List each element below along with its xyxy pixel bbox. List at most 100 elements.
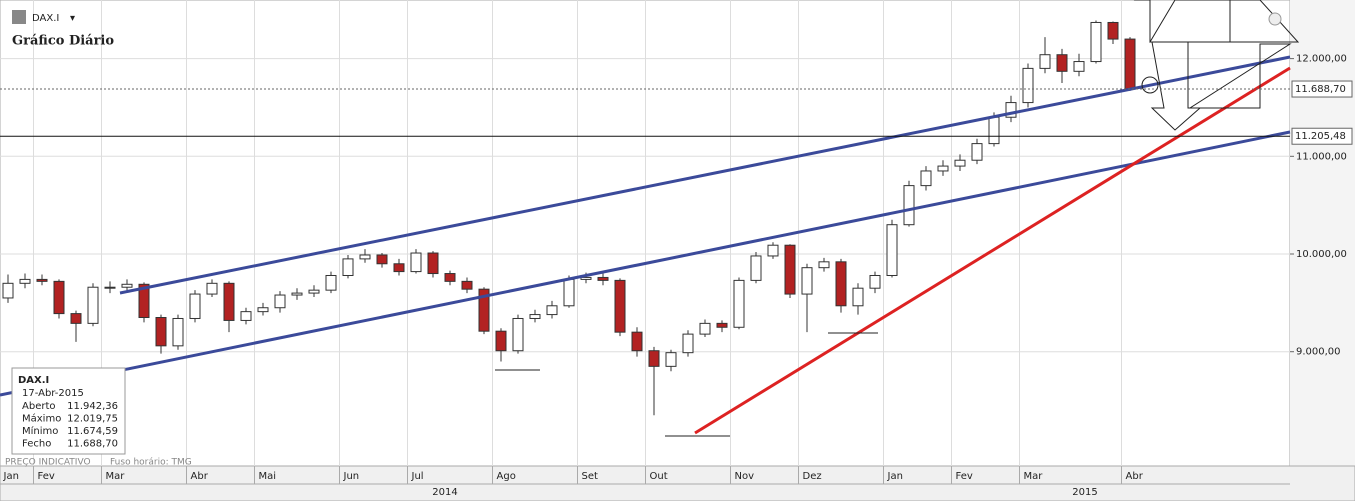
symbol-title[interactable]: DAX.I — [32, 13, 59, 24]
candle-body — [546, 305, 558, 316]
candle-body — [699, 322, 711, 335]
info-rows: Aberto 11.942,36 Máximo 12.019,75 Mínimo 11.6… — [22, 401, 118, 450]
candle-body — [1090, 21, 1102, 63]
candle-body — [427, 252, 439, 275]
candle-body — [597, 276, 609, 281]
info-box — [11, 367, 126, 455]
candle-body — [648, 350, 660, 367]
candle-body — [903, 185, 915, 226]
marker-circle — [1141, 76, 1159, 94]
candle-body — [461, 280, 473, 290]
info-value: 11.688,70 — [67, 439, 118, 450]
price-note: PREÇO INDICATIVO — [5, 458, 91, 468]
x-tick-label: Jan — [3, 471, 19, 482]
candle-body — [223, 282, 235, 321]
candle-body — [359, 254, 371, 260]
candle-body — [121, 283, 133, 288]
level-label-box — [1291, 127, 1353, 145]
candle-body — [308, 289, 320, 294]
candle-body — [1073, 61, 1085, 72]
candle-body — [1005, 102, 1017, 118]
y-tick-label: 10.000,00 — [1296, 249, 1347, 260]
candle-body — [274, 294, 286, 309]
x-tick-label: Dez — [803, 471, 822, 482]
info-key: Aberto — [22, 401, 56, 412]
arrow-box — [1188, 43, 1292, 109]
x-tick-label: Jul — [411, 471, 424, 482]
level-label: 11.205,48 — [1295, 131, 1346, 142]
candle-body — [784, 244, 796, 295]
candle-body — [376, 254, 388, 265]
y-axis-area — [1290, 0, 1355, 466]
candle-body — [189, 293, 201, 319]
candle-body — [954, 159, 966, 167]
trend-red — [694, 66, 1291, 435]
candle-body — [444, 273, 456, 282]
x-tick-label: Fev — [956, 471, 973, 482]
candle-body — [920, 170, 932, 187]
candle-body — [801, 267, 813, 295]
x-tick-label: Jun — [343, 471, 360, 482]
y-tick-label: 12.000,00 — [1296, 54, 1347, 65]
candle-body — [512, 317, 524, 352]
info-symbol: DAX.I — [18, 375, 49, 386]
candle-body — [614, 279, 626, 333]
y-tick-label: 9.000,00 — [1296, 347, 1341, 358]
candle-body — [750, 255, 762, 281]
x-tick-label: Out — [650, 471, 668, 482]
info-value: 12.019,75 — [67, 414, 118, 425]
candle-body — [733, 279, 745, 328]
channel-upper — [119, 55, 1291, 295]
year-label: 2015 — [1072, 487, 1097, 498]
info-date: 17-Abr-2015 — [22, 388, 84, 399]
candle-body — [971, 143, 983, 161]
candle-body — [716, 322, 728, 328]
candle-body — [1039, 54, 1051, 69]
y-tick-label: 11.000,00 — [1296, 151, 1347, 162]
x-tick-label: Mar — [106, 471, 126, 482]
candle-body — [818, 261, 830, 269]
x-tick-label: Nov — [735, 471, 755, 482]
x-tick-label: Set — [582, 471, 599, 482]
candle-body — [410, 252, 422, 273]
channel-lower — [0, 130, 1291, 397]
info-key: Máximo — [22, 413, 61, 425]
candle-body — [325, 274, 337, 291]
candle-body — [682, 333, 694, 354]
candle-body — [172, 317, 184, 347]
x-tick-label: Abr — [191, 471, 209, 482]
candle-body — [155, 317, 167, 347]
dropdown-arrow[interactable]: ▾ — [70, 13, 75, 24]
x-tick-label: Abr — [1126, 471, 1144, 482]
arrow-up — [1133, 0, 1247, 43]
info-value: 11.674,59 — [67, 426, 118, 437]
candle-body — [206, 282, 218, 295]
x-tick-label: Jan — [887, 471, 903, 482]
candle-body — [767, 244, 779, 257]
candle-body — [631, 331, 643, 352]
chart-subtitle: Gráfico Diário — [12, 34, 114, 49]
candle-body — [19, 278, 31, 284]
settings-icon[interactable] — [1268, 12, 1282, 26]
candle-body — [257, 307, 269, 313]
candle-body — [478, 288, 490, 332]
candle-body — [36, 278, 48, 282]
candle-body — [342, 258, 354, 276]
candle-body — [1056, 54, 1068, 72]
year-label: 2014 — [432, 487, 457, 498]
candle-body — [87, 286, 99, 324]
x-tick-label: Mar — [1024, 471, 1044, 482]
candle-body — [53, 280, 65, 315]
x-tick-label: Ago — [497, 471, 516, 482]
info-key: Mínimo — [22, 425, 58, 437]
arrow-down — [1150, 41, 1202, 131]
candle-body — [852, 287, 864, 307]
candle-body — [104, 286, 116, 289]
level-label: 11.688,70 — [1295, 84, 1346, 95]
candle-body — [988, 116, 1000, 145]
candle-body — [529, 314, 541, 319]
candle-body — [580, 276, 592, 280]
candle-body — [70, 313, 82, 324]
candle-body — [291, 292, 303, 296]
